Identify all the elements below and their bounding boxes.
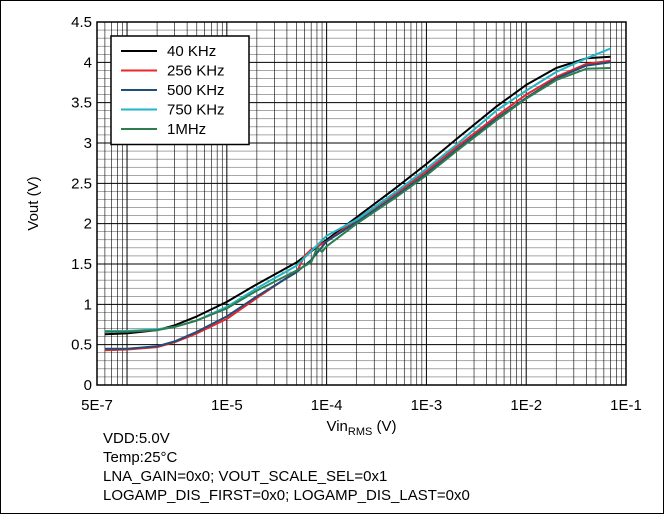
y-tick-label: 2.5 [71, 175, 92, 192]
note-logamp: LOGAMP_DIS_FIRST=0x0; LOGAMP_DIS_LAST=0x… [103, 487, 470, 504]
x-tick-label: 1E-2 [510, 397, 542, 414]
note-temp: Temp:25°C [103, 449, 178, 466]
x-axis-label-main: Vin [326, 418, 347, 435]
series-line-5 [104, 67, 611, 333]
y-tick-label: 1.5 [71, 256, 92, 273]
x-tick-label: 5E-7 [81, 397, 113, 414]
legend-label: 256 KHz [167, 63, 225, 80]
y-tick-label: 3 [84, 135, 92, 152]
x-tick-label: 1E-3 [411, 397, 443, 414]
series-group [104, 47, 611, 352]
x-tick-label: 1E-5 [211, 397, 243, 414]
y-tick-label: 4.5 [71, 14, 92, 31]
y-tick-label: 4 [84, 54, 92, 71]
y-tick-label: 1 [84, 296, 92, 313]
test-conditions: VDD:5.0V Temp:25°C LNA_GAIN=0x0; VOUT_SC… [103, 429, 470, 505]
y-tick-label: 3.5 [71, 95, 92, 112]
x-axis-label: VinRMS (V) [326, 418, 396, 438]
x-tick-label: 1E-4 [311, 397, 343, 414]
y-tick-label: 0.5 [71, 337, 92, 354]
legend: 40 KHz 256 KHz 500 KHz 750 KHz 1MHz [110, 35, 250, 146]
legend-label: 750 KHz [167, 102, 225, 119]
x-axis-label-unit: (V) [372, 418, 396, 435]
y-tick-label: 0 [84, 377, 92, 394]
plot-border [96, 21, 627, 386]
legend-label: 1MHz [167, 121, 206, 138]
legend-label: 500 KHz [167, 82, 225, 99]
x-tick-label: 1E-1 [610, 397, 642, 414]
y-tick-label: 2 [84, 216, 92, 233]
tick-labels: 0 0.5 1 1.5 2 2.5 3 3.5 4 4.5 5E-7 1E-5 1E-4 1E-3 1E-2… [71, 14, 642, 414]
note-vdd: VDD:5.0V [103, 430, 170, 447]
x-axis-label-sub: RMS [348, 426, 372, 438]
legend-label: 40 KHz [167, 43, 216, 60]
note-gain: LNA_GAIN=0x0; VOUT_SCALE_SEL=0x1 [103, 468, 388, 485]
y-axis-label: Vout (V) [25, 176, 42, 230]
